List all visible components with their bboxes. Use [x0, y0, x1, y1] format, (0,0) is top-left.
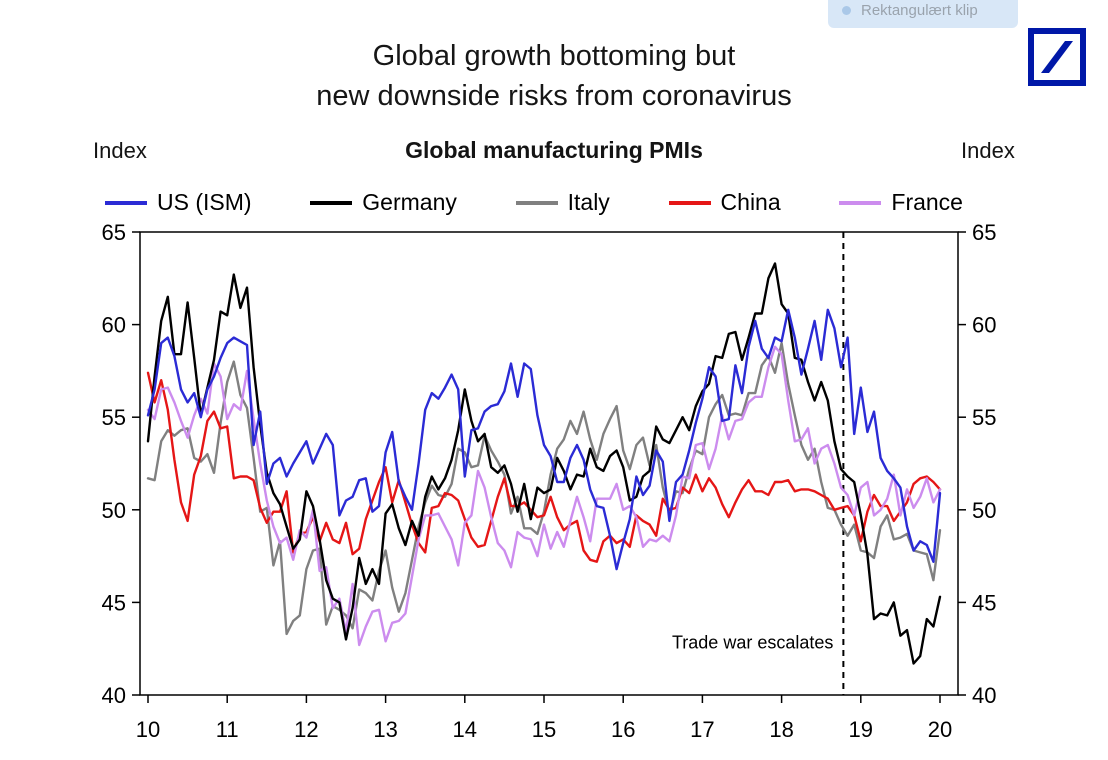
- left-axis-unit-label: Index: [93, 138, 147, 163]
- deutsche-bank-logo-icon: [1028, 28, 1086, 86]
- legend-swatch-italy: [515, 200, 558, 205]
- right-y-tick-label: 40: [972, 683, 996, 708]
- legend-item-germany: Germany: [310, 189, 457, 216]
- legend-swatch-france: [839, 200, 882, 205]
- x-tick-label: 19: [849, 717, 873, 742]
- chart-title-line1: Global growth bottoming but: [372, 40, 736, 72]
- legend-item-us-ism: US (ISM): [105, 189, 252, 216]
- x-tick-label: 11: [216, 717, 239, 742]
- legend-item-china: China: [668, 189, 781, 216]
- x-tick-label: 13: [373, 717, 397, 742]
- series-line-china: [146, 371, 942, 563]
- snip-bullet-icon: [842, 5, 851, 15]
- right-y-tick-label: 55: [972, 405, 996, 430]
- left-y-tick-label: 45: [102, 590, 126, 615]
- legend-label-france: France: [891, 189, 963, 215]
- legend-swatch-china: [668, 200, 711, 205]
- left-y-tick-label: 40: [102, 683, 126, 708]
- x-tick-label: 18: [769, 717, 793, 742]
- legend: US (ISM) Germany Italy China France: [105, 189, 963, 216]
- series-line-germany: [146, 262, 942, 665]
- legend-label-italy: Italy: [567, 189, 610, 215]
- x-tick-label: 12: [294, 717, 318, 742]
- right-axis-unit-label: Index: [961, 138, 1015, 163]
- snip-tool-overlay[interactable]: Rektangulært klip: [828, 0, 1018, 28]
- x-tick-label: 16: [611, 717, 635, 742]
- legend-label-china: China: [720, 189, 781, 215]
- legend-item-france: France: [839, 189, 963, 216]
- legend-label-germany: Germany: [362, 189, 457, 215]
- legend-swatch-us-ism: [105, 200, 147, 205]
- right-y-tick-label: 50: [972, 498, 996, 523]
- series-line-us-ism: [146, 308, 942, 571]
- snip-label: Rektangulært klip: [861, 1, 978, 19]
- deutsche-bank-logo: [1028, 28, 1086, 86]
- right-y-tick-label: 65: [972, 220, 996, 245]
- left-y-tick-label: 55: [102, 405, 126, 430]
- left-y-tick-label: 60: [102, 313, 126, 338]
- plot-frame: [139, 231, 959, 696]
- legend-item-italy: Italy: [515, 189, 610, 216]
- x-tick-label: 17: [690, 717, 714, 742]
- x-tick-label: 20: [928, 717, 952, 742]
- chart-title-line2: new downside risks from coronavirus: [316, 80, 792, 112]
- chart-title: Global growth bottoming but new downside…: [0, 36, 1108, 116]
- x-tick-label: 10: [136, 717, 160, 742]
- x-tick-label: 15: [532, 717, 556, 742]
- right-y-tick-label: 60: [972, 313, 996, 338]
- legend-swatch-germany: [310, 200, 353, 205]
- series-line-italy: [146, 341, 942, 636]
- left-y-tick-label: 65: [102, 220, 126, 245]
- series-line-france: [146, 345, 942, 647]
- chart-subtitle: Global manufacturing PMIs: [405, 137, 703, 163]
- legend-label-us-ism: US (ISM): [157, 189, 252, 215]
- x-tick-label: 14: [453, 717, 477, 742]
- left-y-tick-label: 50: [102, 498, 126, 523]
- trade-war-annotation: Trade war escalates: [672, 633, 833, 653]
- right-y-tick-label: 45: [972, 590, 996, 615]
